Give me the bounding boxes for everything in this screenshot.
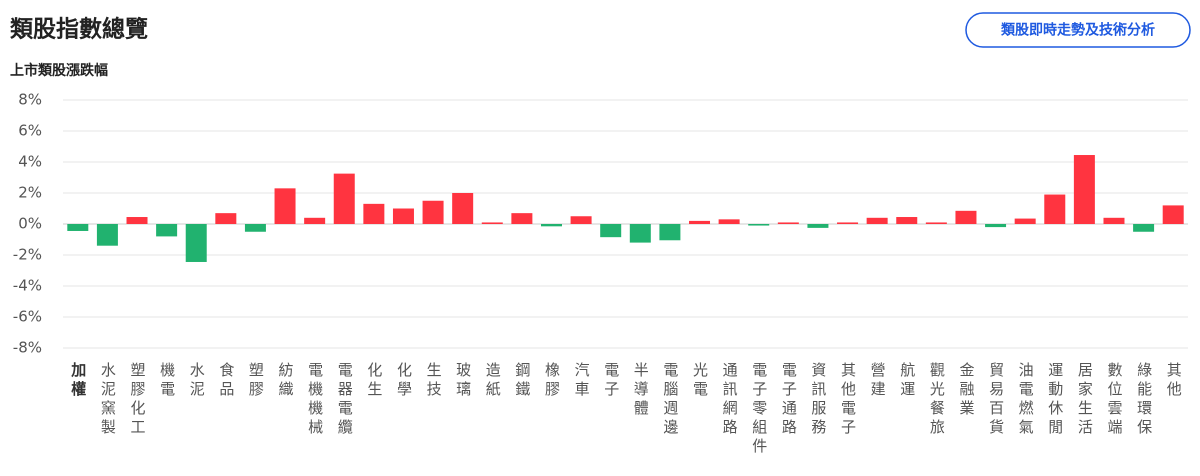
bar (185, 224, 207, 262)
bar (718, 219, 740, 224)
bar (363, 203, 385, 224)
x-tick-label: 電器電纜 (336, 362, 354, 438)
y-tick-label: 6% (18, 122, 42, 140)
bar (600, 224, 622, 238)
chart-title: 上市類股漲跌幅 (10, 62, 108, 79)
bar (126, 217, 148, 224)
bar (748, 224, 770, 226)
y-tick-label: -8% (13, 339, 42, 357)
bar (67, 224, 89, 231)
x-tick-label: 光電 (691, 362, 709, 400)
bar (1133, 224, 1155, 232)
bar (955, 210, 977, 224)
bar (244, 224, 266, 232)
x-tick-label: 鋼鐵 (513, 362, 531, 400)
bar (422, 200, 444, 224)
bar (689, 220, 711, 224)
bar (452, 193, 474, 224)
x-tick-label: 資訊服務 (809, 362, 827, 438)
x-tick-label: 金融業 (957, 362, 975, 419)
bar (985, 224, 1007, 228)
x-tick-label: 造紙 (484, 362, 502, 400)
analysis-button[interactable] (965, 12, 1191, 48)
x-tick-label: 塑膠化工 (129, 362, 147, 438)
x-tick-label: 居家生活 (1076, 362, 1094, 438)
bar (866, 217, 888, 224)
x-tick-label: 電腦週邊 (661, 362, 679, 438)
x-tick-label: 電機機械 (306, 362, 324, 438)
bar (925, 222, 947, 224)
x-tick-label: 航運 (898, 362, 916, 400)
x-tick-label: 化學 (395, 362, 413, 400)
x-tick-label: 半導體 (632, 362, 650, 419)
bar (1103, 217, 1125, 224)
x-tick-label: 營建 (869, 362, 887, 400)
x-tick-label: 觀光餐旅 (928, 362, 946, 438)
x-tick-label: 電子零組件 (750, 362, 768, 457)
bar (215, 213, 237, 224)
x-tick-label: 綠能環保 (1135, 362, 1153, 438)
x-tick-label: 食品 (217, 362, 235, 400)
bar (540, 224, 562, 227)
y-tick-label: -6% (13, 308, 42, 326)
x-tick-label: 數位雲端 (1105, 362, 1123, 438)
bar (1162, 205, 1184, 224)
x-tick-label: 加權 (69, 362, 87, 400)
bar (807, 224, 829, 228)
x-tick-label: 生技 (425, 362, 443, 400)
x-tick-label: 水泥窯製 (99, 362, 117, 438)
x-tick-label: 塑膠 (247, 362, 265, 400)
y-tick-label: -2% (13, 246, 42, 264)
bar (570, 216, 592, 224)
y-tick-label: -4% (13, 277, 42, 295)
bar (304, 217, 326, 224)
x-tick-label: 水泥 (188, 362, 206, 400)
x-tick-label: 紡織 (277, 362, 295, 400)
x-tick-label: 貿易百貨 (987, 362, 1005, 438)
bar (274, 188, 296, 224)
x-tick-label: 運動休閒 (1046, 362, 1064, 438)
x-tick-label: 通訊網路 (721, 362, 739, 438)
x-tick-label: 其他 (1165, 362, 1183, 400)
x-tick-label: 油電燃氣 (1017, 362, 1035, 438)
bar (1014, 218, 1036, 224)
y-tick-label: 4% (18, 153, 42, 171)
bar (896, 217, 918, 224)
bar (333, 173, 355, 224)
bar (659, 224, 681, 241)
y-tick-label: 8% (18, 91, 42, 109)
bar (156, 224, 178, 237)
analysis-button-label[interactable]: 類股即時走勢及技術分析 (1000, 22, 1155, 39)
x-tick-label: 橡膠 (543, 362, 561, 400)
page-title: 類股指數總覽 (10, 16, 148, 43)
x-tick-label: 機電 (158, 362, 176, 400)
bar (96, 224, 118, 246)
x-tick-label: 其他電子 (839, 362, 857, 438)
bar (837, 222, 859, 224)
bar (777, 222, 799, 224)
bar (481, 222, 503, 224)
bar (629, 224, 651, 243)
y-tick-label: 0% (18, 215, 42, 233)
bar (392, 208, 414, 224)
bar (511, 213, 533, 224)
bar (1044, 194, 1066, 224)
x-tick-label: 電子 (602, 362, 620, 400)
x-tick-label: 電子通路 (780, 362, 798, 438)
x-tick-label: 汽車 (573, 362, 591, 400)
y-tick-label: 2% (18, 184, 42, 202)
bar (1073, 155, 1095, 224)
x-tick-label: 化生 (365, 362, 383, 400)
x-tick-label: 玻璃 (454, 362, 472, 400)
